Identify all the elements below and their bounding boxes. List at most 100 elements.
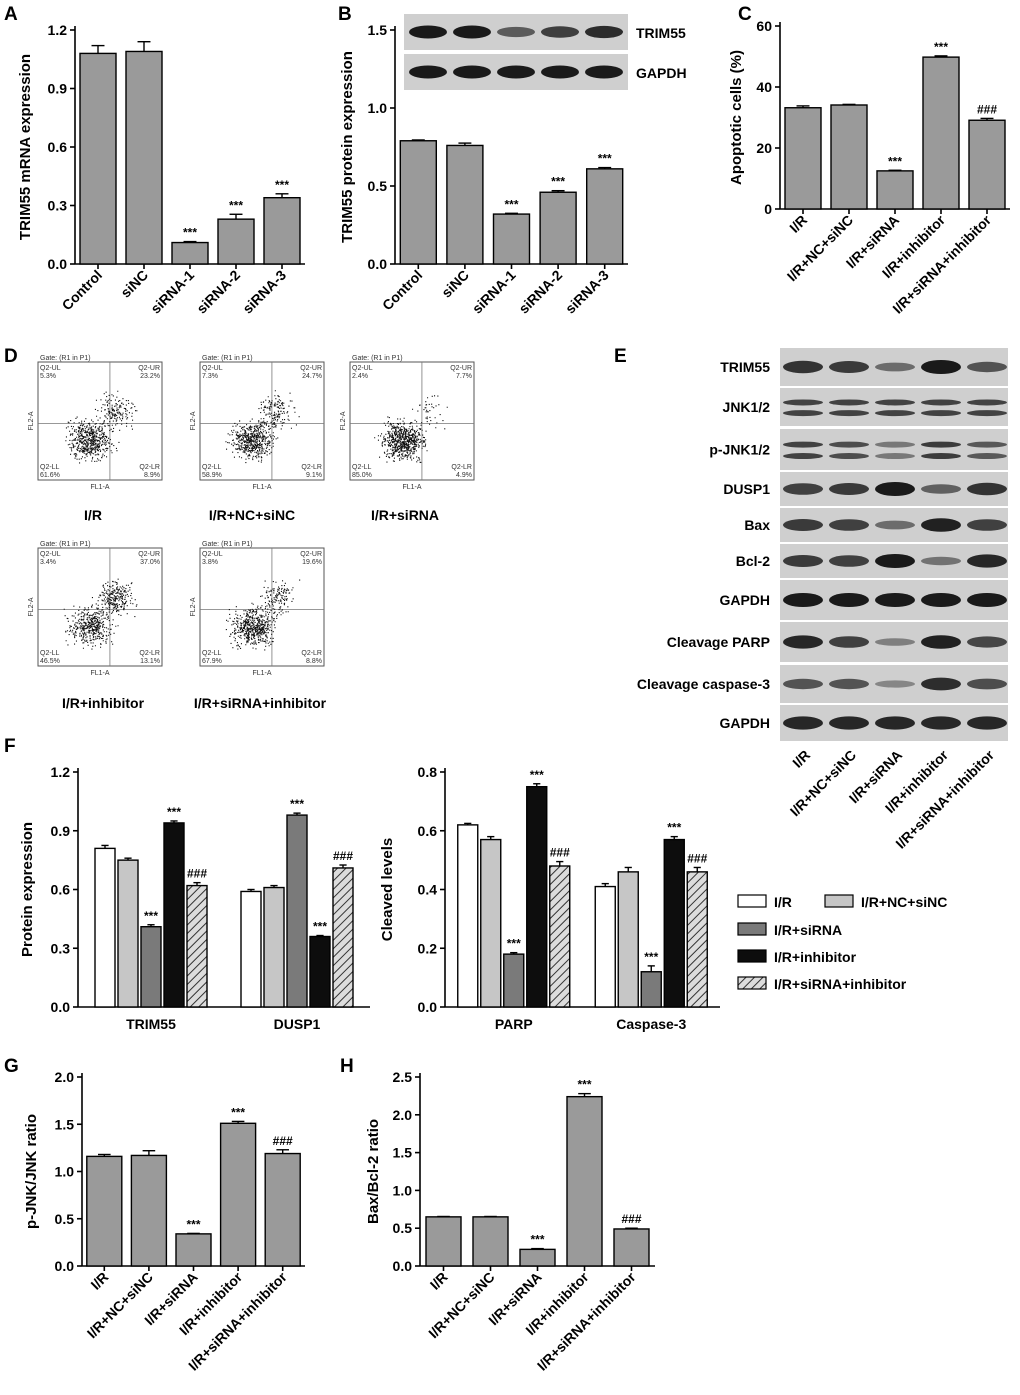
bar xyxy=(640,971,662,1008)
blot-row-label: TRIM55 xyxy=(720,359,770,375)
blot-row-label: Bax xyxy=(744,517,770,533)
quadrant-name: Q2-LL xyxy=(202,650,222,657)
blot-band xyxy=(783,360,823,374)
bar xyxy=(217,218,255,265)
blot-band xyxy=(967,361,1007,373)
significance-label: ### xyxy=(550,846,570,860)
blot-band xyxy=(967,441,1007,448)
blot-band xyxy=(967,636,1007,648)
blot-band xyxy=(541,65,579,79)
blot-band xyxy=(783,441,823,448)
x-category-label: siRNA-3 xyxy=(239,267,289,317)
panel-label: E xyxy=(614,346,627,367)
significance-label: *** xyxy=(167,805,181,819)
flow-y-axis-label: FL2-A xyxy=(28,597,35,616)
significance-label: *** xyxy=(229,198,243,212)
significance-label: ### xyxy=(621,1212,641,1226)
blot-band xyxy=(921,360,961,374)
y-tick-label: 1.0 xyxy=(368,100,388,116)
bar xyxy=(240,890,262,1008)
bar xyxy=(163,822,185,1008)
y-tick-label: 1.5 xyxy=(368,22,388,38)
blot-row-label: TRIM55 xyxy=(636,25,686,41)
bar xyxy=(309,935,331,1008)
blot-band xyxy=(921,518,961,532)
bar xyxy=(526,785,548,1008)
y-tick-label: 0.0 xyxy=(51,999,71,1015)
y-tick-label: 60 xyxy=(756,18,772,34)
quadrant-name: Q2-LR xyxy=(301,650,322,657)
quadrant-name: Q2-LL xyxy=(40,464,60,471)
flow-x-axis-label: FL1-A xyxy=(402,484,421,491)
bar xyxy=(539,191,577,265)
y-axis-label: TRIM55 protein expression xyxy=(339,51,356,243)
blot-row-label: GAPDH xyxy=(719,592,770,608)
significance-label: *** xyxy=(290,797,304,811)
significance-label: *** xyxy=(577,1078,591,1092)
blot-band xyxy=(875,554,915,568)
y-tick-label: 0.2 xyxy=(418,940,438,956)
significance-label: ### xyxy=(333,849,353,863)
bar xyxy=(79,52,117,265)
bar xyxy=(140,926,162,1008)
panel-label: C xyxy=(738,4,752,25)
bar xyxy=(663,838,685,1008)
x-category-label: DUSP1 xyxy=(274,1016,321,1032)
quadrant-value: 13.1% xyxy=(140,658,160,665)
quadrant-value: 19.6% xyxy=(302,559,322,566)
blot-band xyxy=(783,555,823,567)
blot-band xyxy=(967,593,1007,607)
blot-band xyxy=(921,677,961,691)
blot-band xyxy=(783,399,823,406)
x-category-label: TRIM55 xyxy=(126,1016,176,1032)
western-blot-E: E TRIM55 JNK1/2 p-JNK1/2 DUSP1 Bax Bcl-2 GAPDH C… xyxy=(614,346,1008,852)
blot-band xyxy=(829,441,869,448)
panel-label: F xyxy=(4,736,16,757)
y-tick-label: 0.5 xyxy=(393,1220,413,1236)
flow-dots xyxy=(225,390,300,464)
blot-band xyxy=(585,65,623,79)
blot-band xyxy=(967,519,1007,531)
flow-y-axis-label: FL2-A xyxy=(28,411,35,430)
blot-row-label: GAPDH xyxy=(719,715,770,731)
blot-band xyxy=(783,410,823,417)
significance-label: ### xyxy=(977,102,997,116)
quadrant-value: 23.2% xyxy=(140,373,160,380)
quadrant-value: 3.8% xyxy=(202,559,218,566)
y-tick-label: 0.5 xyxy=(368,178,388,194)
blot-band xyxy=(875,453,915,460)
x-category-label: siRNA-1 xyxy=(147,267,197,317)
blot-band xyxy=(875,482,915,496)
quadrant-name: Q2-UR xyxy=(138,551,160,558)
legend-swatch xyxy=(737,949,767,963)
flow-dots xyxy=(225,579,301,651)
blot-band xyxy=(829,678,869,690)
quadrant-name: Q2-UR xyxy=(138,365,160,372)
flow-plot: Gate: (R1 in P1) Q2-UL2.4% Q2-UR7.7% Q2-LL8… xyxy=(340,355,475,523)
bar xyxy=(219,1122,257,1267)
y-tick-label: 0.6 xyxy=(51,882,71,898)
quadrant-name: Q2-LL xyxy=(202,464,222,471)
blot-band xyxy=(921,484,961,494)
bar xyxy=(613,1228,650,1267)
chart-G: 0.00.51.01.52.0p-JNK/JNK ratioI/RI/R+NC+… xyxy=(4,1056,305,1374)
blot-band xyxy=(921,410,961,417)
quadrant-name: Q2-UL xyxy=(202,551,223,558)
blot-row-label: Cleavage PARP xyxy=(667,634,770,650)
bar xyxy=(519,1248,556,1267)
quadrant-name: Q2-LR xyxy=(139,650,160,657)
x-category-label: siRNA-1 xyxy=(469,267,519,317)
quadrant-name: Q2-UL xyxy=(202,365,223,372)
blot-band xyxy=(497,26,535,38)
blot-band xyxy=(783,678,823,690)
significance-label: ### xyxy=(273,1134,293,1148)
quadrant-value: 58.9% xyxy=(202,472,222,479)
flow-y-axis-label: FL2-A xyxy=(190,411,197,430)
bar xyxy=(472,1216,509,1267)
blot-band xyxy=(921,556,961,566)
blot-band xyxy=(921,593,961,607)
blot-band xyxy=(875,362,915,372)
